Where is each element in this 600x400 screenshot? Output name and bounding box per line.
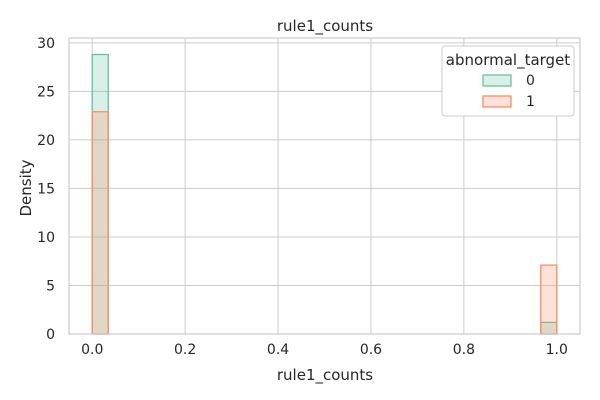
y-tick-label: 10: [37, 230, 55, 246]
x-tick-label: 0.2: [174, 342, 196, 358]
axes: [68, 37, 581, 335]
x-axis-title: rule1_counts: [277, 366, 373, 385]
y-tick-label: 30: [37, 36, 55, 52]
y-tick-label: 25: [37, 84, 55, 100]
y-axis-title: Density: [17, 159, 35, 216]
y-tick-label: 20: [37, 133, 55, 149]
x-tick-label: 0.0: [81, 342, 103, 358]
legend-title: abnormal_target: [446, 51, 570, 70]
x-tick-label: 0.4: [267, 342, 289, 358]
x-tick-label: 0.8: [453, 342, 475, 358]
legend-swatch-0: [482, 74, 512, 87]
legend-label-1: 1: [526, 94, 535, 110]
legend-label-0: 0: [526, 73, 535, 89]
bars: [91, 53, 558, 335]
legend-box: [441, 45, 575, 117]
y-tick-label: 5: [46, 278, 55, 294]
bar-series-1-bin-1: [540, 264, 558, 335]
x-tick-label: 0.6: [360, 342, 382, 358]
legend-swatch-1: [482, 95, 512, 108]
y-tick-label: 0: [46, 327, 55, 343]
y-tick-label: 15: [37, 181, 55, 197]
legend: abnormal_target 0 1: [441, 45, 575, 117]
chart-title: rule1_counts: [277, 17, 373, 36]
plot-frame: [68, 37, 581, 335]
x-tick-label: 1.0: [546, 342, 568, 358]
bar-series-1-bin-0: [91, 111, 109, 335]
